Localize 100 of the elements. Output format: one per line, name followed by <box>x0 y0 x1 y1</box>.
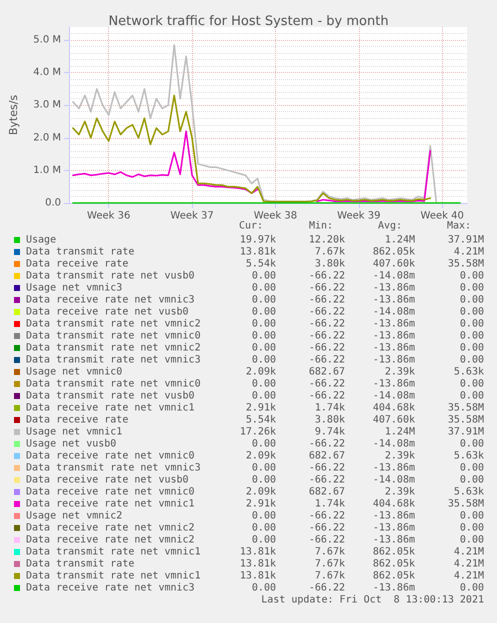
legend-label: Data transmit rate net vmnic3 <box>26 354 201 366</box>
x-tick-label: Week 40 <box>420 210 464 222</box>
text: 17.26k <box>240 426 276 438</box>
text: 682.67 <box>308 366 345 378</box>
text: Avg: <box>378 220 402 232</box>
text: -14.08m <box>372 270 415 282</box>
text: 7.67k <box>314 546 345 558</box>
text: 0.00 <box>252 534 276 546</box>
legend-label: Data transmit rate net vmnic1 <box>26 570 201 582</box>
line-series <box>72 44 438 202</box>
text: 0.00 <box>252 378 276 390</box>
text: Min: <box>309 220 334 232</box>
text: 0.00 <box>460 582 484 594</box>
text: 2.39k <box>384 486 415 498</box>
text: -66.22 <box>308 342 345 354</box>
legend-label: Data transmit rate net vmnic3 <box>26 462 201 474</box>
text: 0.00 <box>252 270 276 282</box>
y-tick-label: 1.0 M <box>33 164 61 176</box>
legend-label: Data transmit rate net vusb0 <box>26 390 195 402</box>
y-tick-label: 0.0 <box>45 198 61 208</box>
text: 0.00 <box>460 462 484 474</box>
text: -66.22 <box>308 462 345 474</box>
text: 0.00 <box>460 318 484 330</box>
text: 1.74k <box>314 498 345 510</box>
legend-label: Data transmit rate <box>26 246 134 258</box>
text: -13.86m <box>372 282 415 294</box>
text: -14.08m <box>372 390 415 402</box>
text: 862.05k <box>372 246 415 258</box>
text: 9.74k <box>314 426 345 438</box>
text: -66.22 <box>308 534 345 546</box>
legend-label: Data receive rate net vmnic0 <box>26 450 195 462</box>
text: Last update: Fri Oct 8 13:00:13 2021 <box>261 594 484 606</box>
text: -13.86m <box>372 582 415 594</box>
text: 0.00 <box>460 522 484 534</box>
text: 7.67k <box>314 558 345 570</box>
text: 1.24M <box>384 234 415 246</box>
text: -66.22 <box>308 354 345 366</box>
line-series <box>72 94 432 202</box>
text: 862.05k <box>372 546 415 558</box>
legend-label: Data transmit rate net vmnic0 <box>26 330 201 342</box>
y-tick-label: 2.0 M <box>33 132 61 144</box>
text: 3.80k <box>314 258 345 270</box>
text: 0.00 <box>252 522 276 534</box>
text: 4.21M <box>454 558 484 570</box>
text: 0.00 <box>460 510 484 522</box>
legend-label: Usage net vmnic0 <box>26 366 122 378</box>
legend-label: Usage <box>26 234 56 246</box>
text: 12.20k <box>308 234 345 246</box>
legend-label: Data receive rate net vmnic3 <box>26 294 195 306</box>
text: 0.00 <box>460 342 484 354</box>
y-tick-label: 3.0 M <box>33 100 61 111</box>
text: 5.63k <box>454 486 484 498</box>
text: -66.22 <box>308 474 345 486</box>
text: 3.80k <box>314 414 345 426</box>
text: -66.22 <box>308 582 345 594</box>
legend-label: Data receive rate net vmnic0 <box>26 486 195 498</box>
legend-label: Data transmit rate net vmnic2 <box>26 342 201 354</box>
text: -66.22 <box>308 318 345 330</box>
legend-label: Data receive rate net vmnic1 <box>26 402 195 414</box>
legend-label: Data receive rate net vmnic2 <box>26 534 195 546</box>
text: 0.00 <box>252 354 276 366</box>
text: -14.08m <box>372 438 415 450</box>
x-tick-label: Week 38 <box>254 210 298 222</box>
text: Max: <box>447 220 472 232</box>
text: 0.00 <box>252 294 276 306</box>
text: -66.22 <box>308 438 345 450</box>
text: -13.86m <box>372 330 415 342</box>
text: -14.08m <box>372 306 415 318</box>
y-tick-label: 4.0 M <box>33 67 61 78</box>
text: 0.00 <box>460 354 484 366</box>
text: -66.22 <box>308 510 345 522</box>
text: 19.97k <box>240 234 276 246</box>
text: 7.67k <box>314 570 345 582</box>
text: 13.81k <box>240 558 276 570</box>
text: 0.00 <box>252 330 276 342</box>
text: 862.05k <box>372 570 415 582</box>
text: 5.63k <box>454 450 484 462</box>
text: 2.39k <box>384 450 415 462</box>
text: 1.74k <box>314 402 345 414</box>
text: -13.86m <box>372 510 415 522</box>
legend-label: Data receive rate net vmnic1 <box>26 498 195 510</box>
text: 2.09k <box>246 450 276 462</box>
legend-label: Data receive rate net vusb0 <box>26 306 189 318</box>
legend-label: Data transmit rate net vmnic2 <box>26 318 201 330</box>
text: 0.00 <box>252 438 276 450</box>
legend-label: Data transmit rate net vmnic1 <box>26 546 201 558</box>
text: 13.81k <box>240 570 276 582</box>
text: -13.86m <box>372 294 415 306</box>
text: 0.00 <box>460 474 484 486</box>
text: 682.67 <box>308 450 345 462</box>
text: 0.00 <box>252 474 276 486</box>
text: 682.67 <box>308 486 345 498</box>
text: -66.22 <box>308 306 345 318</box>
text: 407.60k <box>372 414 415 426</box>
legend-label: Usage net vmnic2 <box>26 510 122 522</box>
text: 0.00 <box>460 282 484 294</box>
text: 0.00 <box>252 510 276 522</box>
text: 404.68k <box>372 402 415 414</box>
text: 37.91M <box>448 426 484 438</box>
text: -13.86m <box>372 522 415 534</box>
